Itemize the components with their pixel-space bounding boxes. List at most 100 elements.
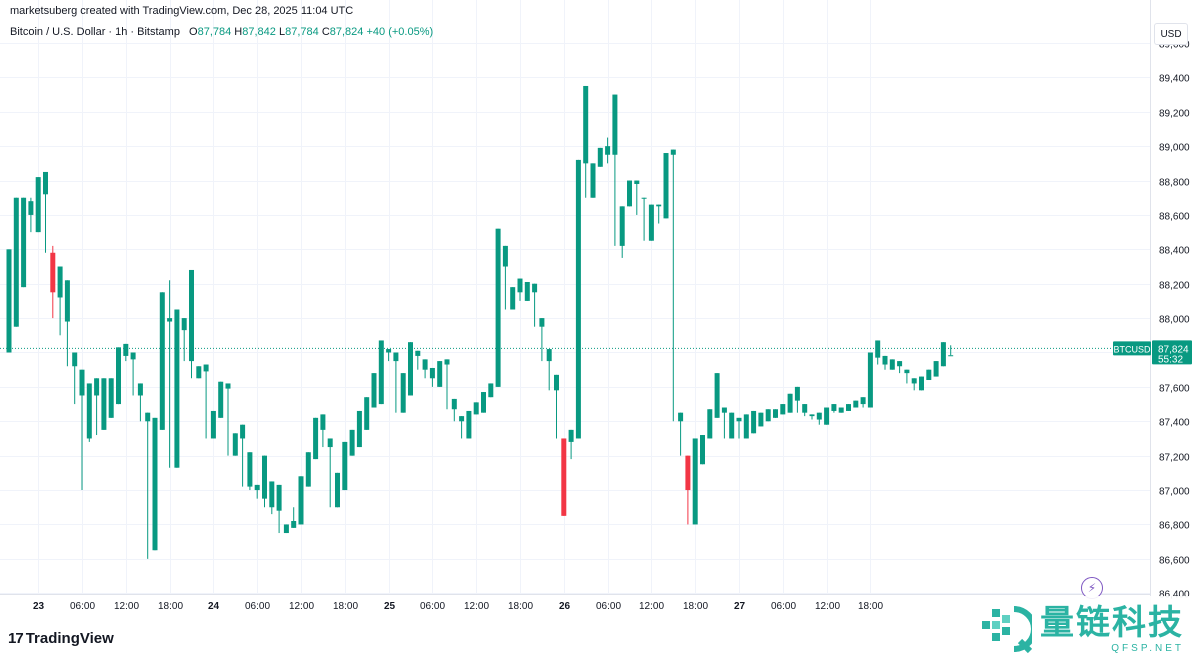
candle — [685, 455, 691, 525]
candle — [780, 404, 786, 415]
candle-body — [57, 266, 63, 298]
candle-body — [305, 452, 311, 487]
candle — [692, 438, 698, 525]
candle-body — [867, 352, 873, 408]
candle — [327, 438, 333, 508]
price-tick-label: 89,000 — [1159, 143, 1190, 154]
candle-body — [86, 383, 92, 439]
candle-body — [860, 397, 866, 405]
candle-body — [502, 245, 508, 267]
candle-body — [875, 340, 881, 358]
candle-body — [232, 433, 238, 456]
candle — [641, 197, 647, 241]
candle-body — [101, 378, 107, 430]
candle-body — [429, 367, 435, 379]
candle-body — [619, 206, 625, 246]
candle — [298, 476, 304, 525]
candle-body — [181, 318, 187, 331]
candle — [123, 343, 129, 362]
candle-body — [400, 373, 406, 413]
candle-body — [532, 283, 538, 293]
candle-body — [714, 373, 720, 418]
candle — [546, 349, 552, 391]
candle — [400, 373, 406, 413]
candle-body — [276, 484, 282, 511]
candle-body — [473, 402, 479, 415]
candle — [524, 281, 530, 301]
candle — [64, 280, 70, 367]
candle-body — [816, 412, 822, 420]
candle — [882, 355, 888, 370]
candle-body — [889, 359, 895, 370]
candle — [189, 269, 194, 379]
candle — [167, 280, 173, 468]
candle-body — [824, 407, 830, 425]
watermark: 量链科技 QFSP.NET — [978, 596, 1200, 662]
candle-body — [802, 404, 808, 413]
candle-body — [721, 407, 727, 413]
currency-button[interactable]: USD — [1154, 23, 1188, 45]
candle — [787, 393, 793, 413]
price-tick-label: 88,600 — [1159, 212, 1190, 223]
time-tick-label: 18:00 — [158, 601, 183, 612]
candle — [218, 381, 224, 418]
candle — [809, 414, 815, 420]
price-tick-label: 89,600 — [1159, 40, 1190, 51]
candle — [583, 85, 589, 198]
candle — [707, 409, 713, 439]
price-tick-label: 89,200 — [1159, 109, 1190, 120]
open-value: 87,784 — [197, 26, 232, 38]
candle — [94, 378, 100, 436]
candle — [590, 163, 596, 198]
candle-body — [597, 147, 603, 167]
candle — [43, 171, 48, 253]
tradingview-brand[interactable]: 17 TradingView — [8, 630, 114, 647]
candle-body — [897, 361, 903, 367]
candle-body — [546, 349, 552, 362]
candle-body — [612, 94, 618, 155]
candle-body — [459, 416, 465, 422]
time-tick-label: 27 — [734, 601, 746, 612]
candle-body — [218, 381, 224, 418]
lightning-icon[interactable]: ⚡ — [1081, 577, 1103, 599]
low-label: L — [278, 26, 286, 38]
candle-body — [882, 355, 888, 365]
candle-body — [605, 146, 611, 155]
candle-body — [356, 410, 362, 448]
candle — [13, 197, 19, 327]
candle-body — [196, 366, 202, 379]
candle — [364, 397, 370, 430]
candle — [889, 359, 895, 370]
chart-credit: marketsuberg created with TradingView.co… — [10, 5, 354, 17]
candle-body — [79, 369, 85, 396]
candle — [765, 409, 771, 422]
candle — [904, 369, 910, 384]
price-tick-label: 88,000 — [1159, 315, 1190, 326]
candle-body — [203, 364, 209, 372]
price-axis[interactable]: 86,400 86,600 86,800 87,000 87,200 87,400 87,6… — [1159, 40, 1190, 601]
candle — [50, 245, 56, 319]
candle-body — [780, 404, 786, 415]
candle — [225, 383, 231, 456]
time-tick-label: 18:00 — [333, 601, 358, 612]
candle — [933, 361, 939, 377]
candle — [605, 137, 611, 164]
time-axis[interactable]: 23 06:00 12:00 18:00 24 06:00 12:00 18:00 25 06:0… — [33, 601, 884, 612]
candle — [897, 361, 903, 374]
symbol-title[interactable]: Bitcoin / U.S. Dollar · 1h · Bitstamp — [10, 26, 180, 38]
candle-body — [743, 414, 749, 439]
candle — [254, 484, 260, 499]
candle — [758, 412, 764, 427]
candle-body — [189, 269, 194, 362]
time-tick-label: 25 — [384, 601, 396, 612]
candle — [137, 383, 143, 422]
candle — [700, 435, 705, 465]
candle-body — [773, 409, 778, 418]
candle-body — [729, 412, 735, 439]
watermark-subtitle: QFSP.NET — [1111, 643, 1184, 654]
candle-body — [123, 343, 129, 356]
candle — [802, 404, 808, 417]
candle-body — [174, 309, 180, 468]
